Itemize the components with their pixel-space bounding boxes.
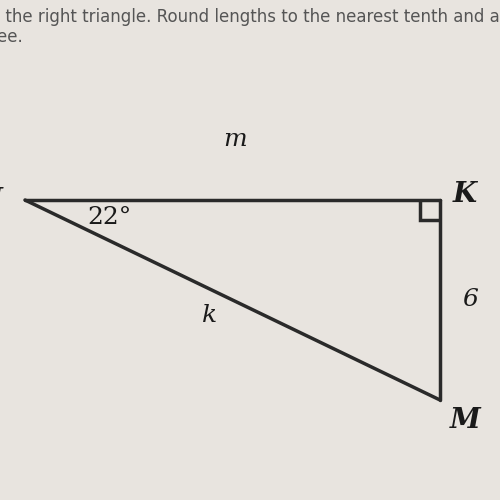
Text: m: m xyxy=(223,128,247,152)
Text: ve the right triangle. Round lengths to the nearest tenth and angles to the n: ve the right triangle. Round lengths to … xyxy=(0,8,500,26)
Text: 22°: 22° xyxy=(88,206,132,229)
Text: gree.: gree. xyxy=(0,28,23,46)
Text: k: k xyxy=(202,304,218,326)
Text: M: M xyxy=(450,406,480,434)
Text: K: K xyxy=(453,182,477,208)
Text: J: J xyxy=(0,186,2,214)
Text: 6: 6 xyxy=(462,288,478,312)
